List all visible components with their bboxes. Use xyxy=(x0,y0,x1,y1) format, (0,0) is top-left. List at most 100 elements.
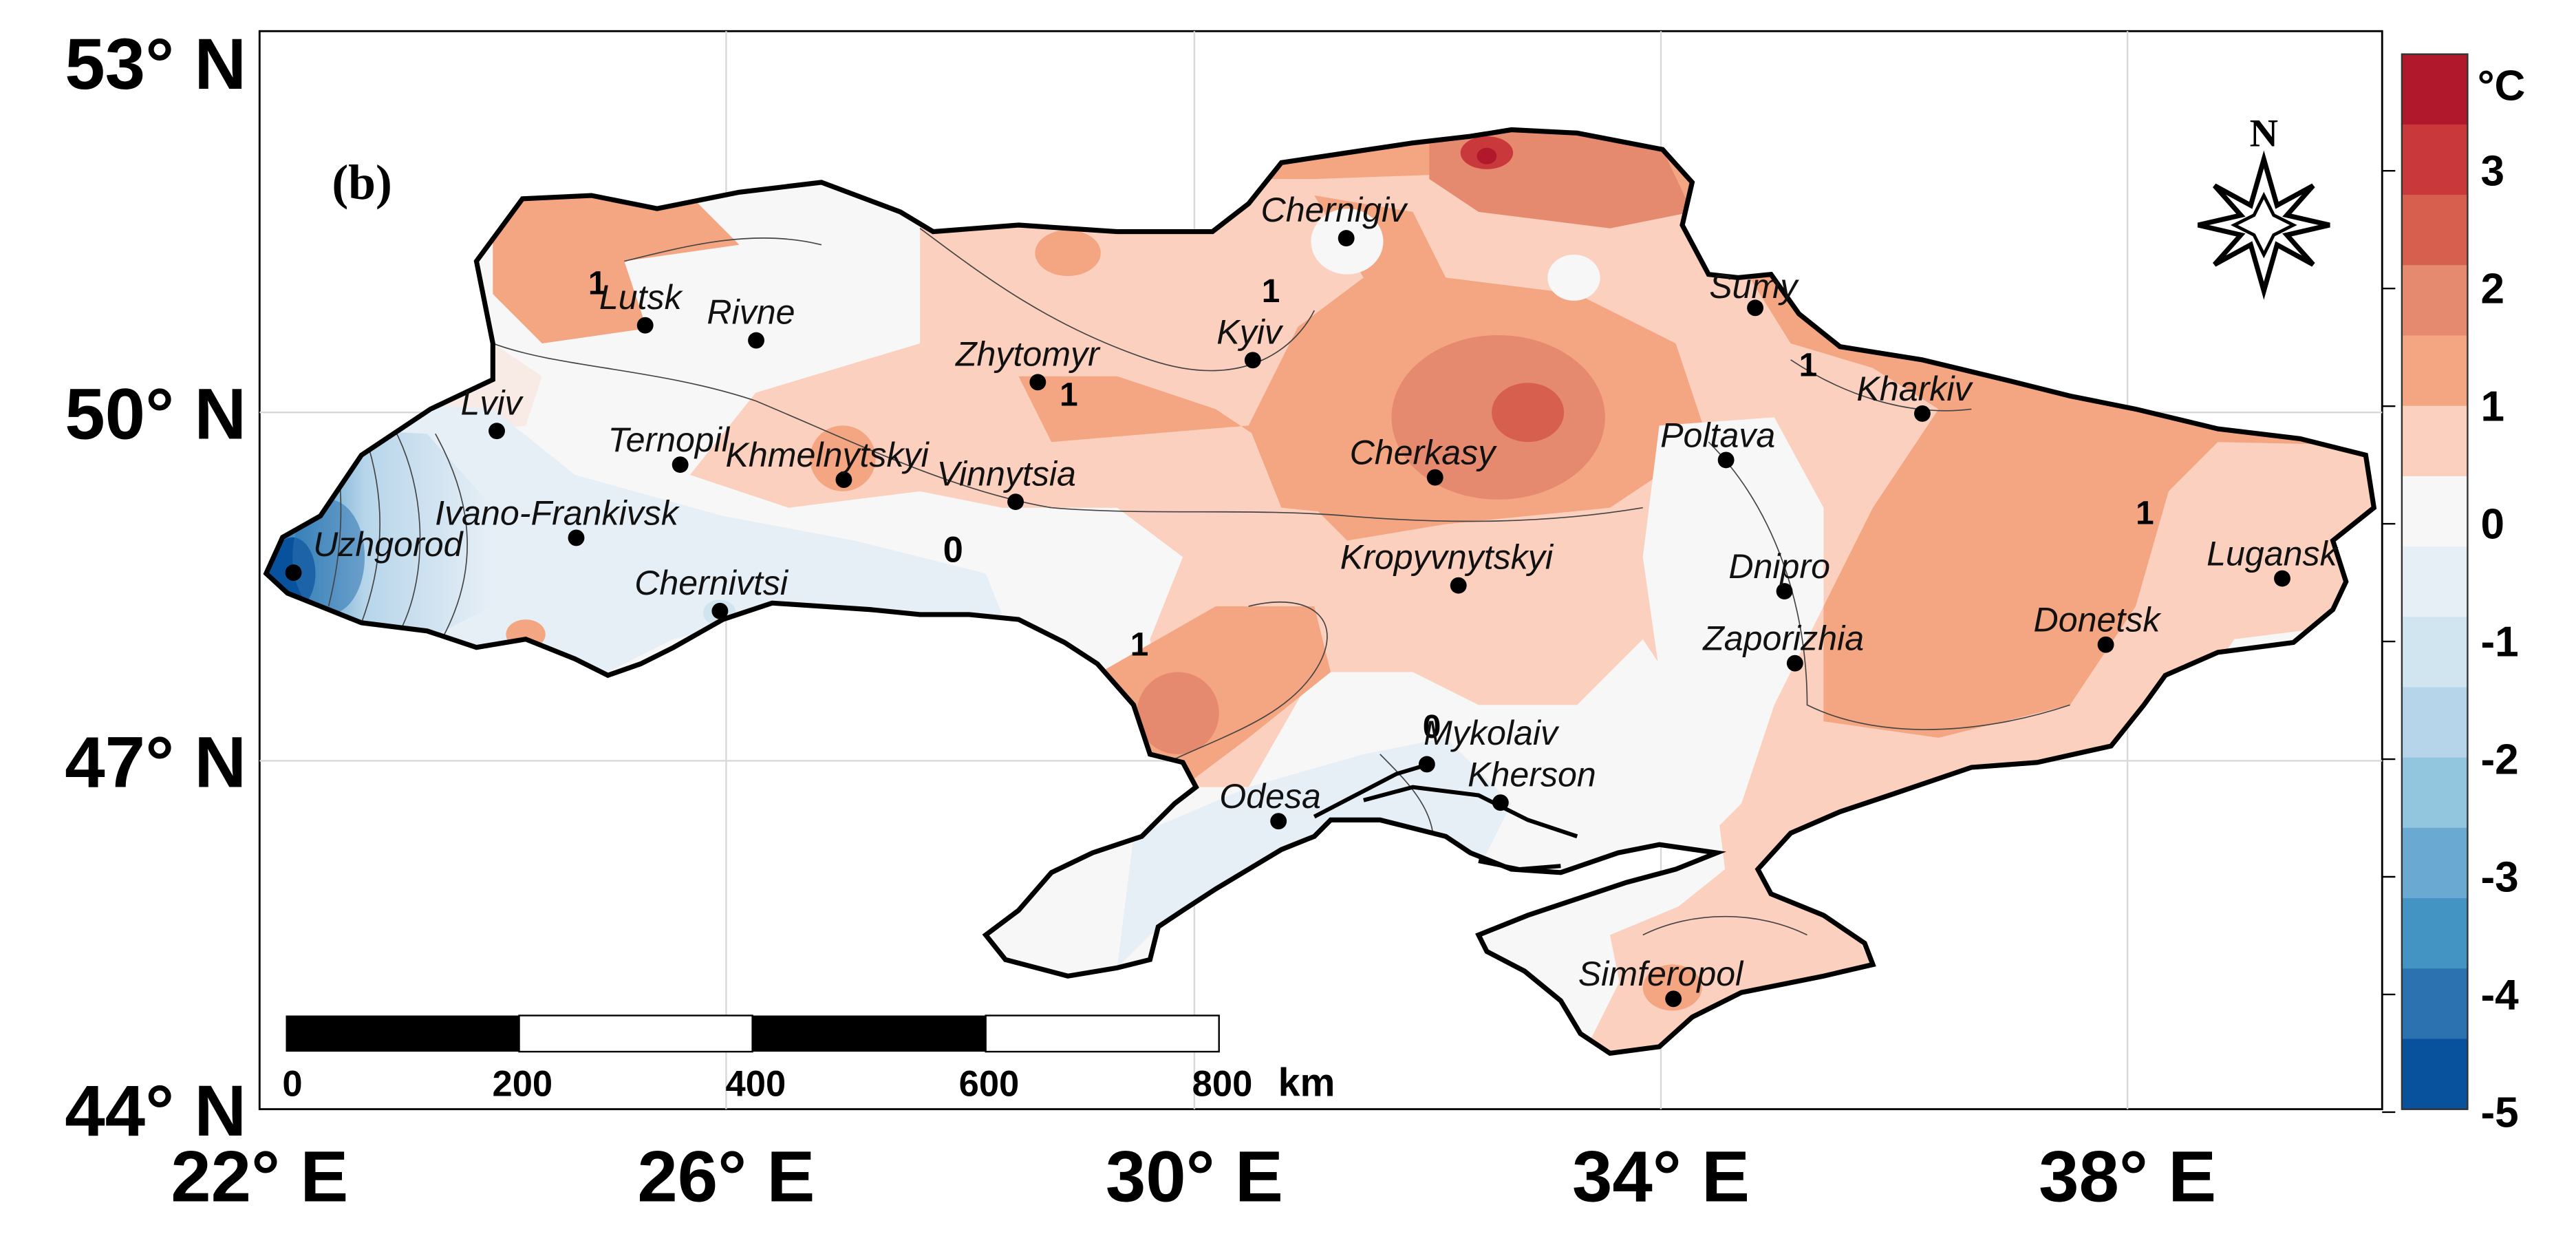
contour-label: 1 xyxy=(1060,377,1078,414)
scale-tick: 600 xyxy=(959,1064,1020,1105)
colorbar-swatch xyxy=(2401,405,2468,478)
scale-tick: 400 xyxy=(726,1064,786,1105)
city-label: Kherson xyxy=(1468,755,1596,794)
contour-labels: 1 1 1 1 1 0 0 xyxy=(588,265,2154,745)
contour-label: 0 xyxy=(943,530,963,571)
city-label: Donetsk xyxy=(2034,601,2162,639)
city-label: Odesa xyxy=(1219,777,1321,816)
city-marker xyxy=(835,471,852,489)
city-marker xyxy=(568,529,585,546)
north-label: N xyxy=(2250,111,2278,155)
colorbar-frame xyxy=(2401,53,2469,1110)
city-marker xyxy=(1786,655,1803,672)
city-marker xyxy=(1776,583,1793,600)
city-label: Vinnytsia xyxy=(936,454,1075,493)
scale-unit: km xyxy=(1278,1061,1335,1105)
city-marker xyxy=(2274,570,2290,587)
colorbar-swatch xyxy=(2401,617,2468,688)
scale-bar: 0 200 400 600 800 km xyxy=(282,1014,1335,1105)
city-label: Dnipro xyxy=(1728,547,1830,586)
city-label: Kharkiv xyxy=(1856,370,1973,408)
lat-label: 50° N xyxy=(65,374,246,454)
compass-rose-icon: N xyxy=(2198,111,2330,300)
colorbar-unit: °C xyxy=(2478,63,2526,110)
city-label: Cherkasy xyxy=(1350,434,1498,472)
scale-tick: 800 xyxy=(1192,1064,1253,1105)
city-marker xyxy=(1270,813,1287,830)
colorbar-swatch xyxy=(2401,968,2468,1040)
city-marker xyxy=(711,602,729,619)
colorbar-swatch xyxy=(2401,54,2468,126)
city-marker xyxy=(1747,299,1764,317)
lon-label: 38° E xyxy=(2039,1136,2216,1217)
city-label: Chernigiv xyxy=(1261,191,1409,229)
city-marker xyxy=(1717,451,1735,469)
city-marker xyxy=(1426,469,1443,486)
contour-label: 0 xyxy=(1423,709,1441,745)
city-label: Khmelnytskyi xyxy=(725,436,930,474)
city-label: Lviv xyxy=(460,383,524,422)
colorbar-swatch xyxy=(2401,898,2468,970)
coastline-detail xyxy=(1313,762,1578,872)
scale-tick: 0 xyxy=(282,1064,302,1105)
city-marker xyxy=(1665,990,1682,1008)
city-marker xyxy=(1418,756,1435,773)
city-marker xyxy=(489,423,505,440)
lat-label: 44° N xyxy=(65,1071,246,1151)
city-marker xyxy=(1492,794,1509,811)
colorbar-label: -1 xyxy=(2481,619,2519,666)
colorbar-swatch xyxy=(2401,827,2468,900)
lon-label: 26° E xyxy=(637,1136,815,1217)
city-label: Lugansk xyxy=(2207,534,2339,573)
city-marker xyxy=(636,317,654,334)
lon-label: 30° E xyxy=(1106,1136,1283,1217)
latitude-axis: 53° N 50° N 47° N 44° N xyxy=(65,24,246,1151)
lat-label: 47° N xyxy=(65,723,246,803)
colorbar-swatch xyxy=(2401,195,2468,266)
city-marker xyxy=(1338,230,1355,247)
city-label: Ivano-Frankivsk xyxy=(435,493,680,532)
city-marker xyxy=(748,332,764,349)
city-marker xyxy=(1007,493,1024,511)
colorbar-swatch xyxy=(2401,476,2468,548)
city-label: Lutsk xyxy=(599,278,684,317)
longitude-axis: 22° E 26° E 30° E 34° E 38° E xyxy=(171,1136,2216,1217)
colorbar-swatch xyxy=(2401,757,2468,829)
city-marker xyxy=(1450,577,1467,594)
city-marker xyxy=(2097,636,2114,653)
city-marker xyxy=(1244,352,1261,369)
colorbar-label: -3 xyxy=(2481,853,2519,901)
city-label: Uzhgorod xyxy=(313,525,464,564)
colorbar-label: -4 xyxy=(2481,971,2520,1019)
city-marker xyxy=(672,456,689,474)
city-marker xyxy=(285,564,302,582)
colorbar-swatch xyxy=(2401,546,2468,618)
panel-label: (b) xyxy=(332,156,392,210)
contour-label: 1 xyxy=(1799,348,1818,384)
city-label: Poltava xyxy=(1660,416,1775,454)
colorbar-label: -2 xyxy=(2481,736,2519,784)
colorbar-label: 0 xyxy=(2481,501,2505,549)
colorbar-label: 1 xyxy=(2481,383,2505,431)
city-layer: Chernigiv Lutsk Rivne Sumy Kyiv Zhytomyr Khark… xyxy=(285,191,2339,1008)
city-label: Kropyvnytskyi xyxy=(1340,538,1554,577)
city-label: Kyiv xyxy=(1216,312,1284,351)
city-label: Mykolaiv xyxy=(1424,714,1560,752)
colorbar-swatch xyxy=(2401,335,2468,407)
contour-label: 1 xyxy=(1130,627,1149,663)
colorbar-swatch xyxy=(2401,1039,2468,1110)
colorbar-swatch xyxy=(2401,265,2468,337)
colorbar-swatch xyxy=(2401,124,2468,196)
city-label: Chernivtsi xyxy=(634,564,789,602)
colorbar-label: 3 xyxy=(2481,148,2505,195)
city-label: Ternopil xyxy=(608,421,731,459)
city-marker xyxy=(1913,405,1931,422)
scale-tick: 200 xyxy=(492,1064,552,1105)
city-marker xyxy=(1029,374,1046,391)
colorbar: 3 2 1 0 -1 -2 -3 -4 -5 xyxy=(2382,53,2520,1136)
contour-label: 1 xyxy=(1262,273,1280,310)
colorbar-label: -5 xyxy=(2481,1089,2519,1136)
contour-label: 1 xyxy=(2136,496,2154,532)
city-label: Rivne xyxy=(707,293,795,332)
